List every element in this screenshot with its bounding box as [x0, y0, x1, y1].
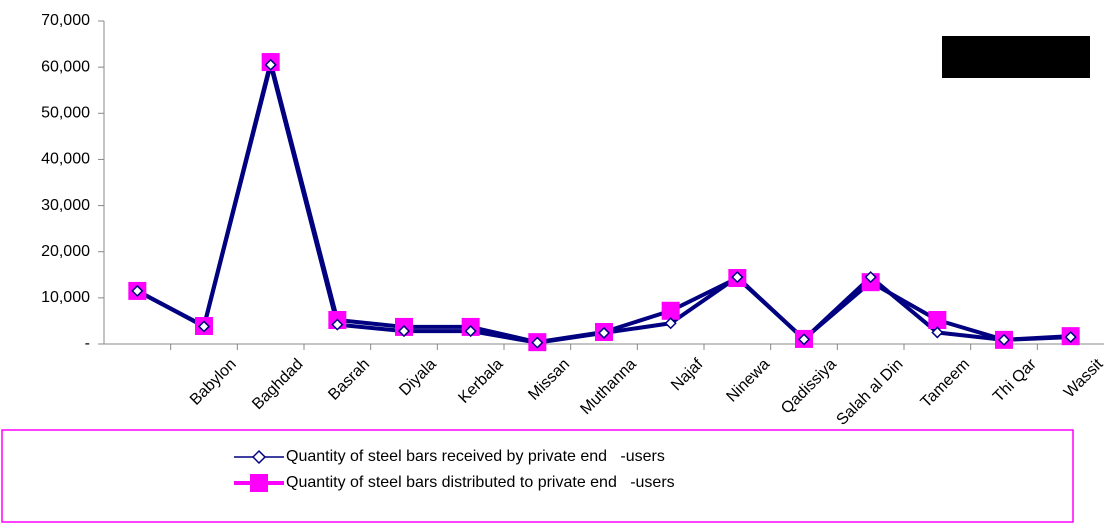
legend-marker: [250, 474, 268, 492]
y-tick-label: 30,000: [41, 197, 90, 214]
x-tick-label: Basrah: [325, 356, 373, 404]
x-tick-label: Najaf: [668, 355, 707, 394]
marker: [661, 301, 680, 320]
x-tick-label: Wassit: [1061, 355, 1104, 401]
x-tick-label: Missan: [525, 356, 573, 404]
y-tick-label: 10,000: [41, 289, 90, 306]
series-line: [136, 62, 1071, 345]
marker: [797, 333, 811, 346]
x-tick-label: Tameem: [918, 356, 973, 411]
x-tick-label: Salah al Din: [833, 356, 906, 429]
marker: [531, 336, 544, 349]
redaction-box: [942, 36, 1090, 78]
marker: [664, 317, 677, 330]
x-tick-label: Thi Qar: [990, 355, 1040, 405]
marker: [931, 326, 944, 339]
y-tick-label: -: [85, 335, 90, 352]
x-tick-label: Qadissiya: [778, 356, 840, 418]
x-tick-label: Muthanna: [577, 356, 639, 418]
y-tick-label: 50,000: [41, 105, 90, 122]
marker: [264, 58, 277, 71]
y-tick-label: 70,000: [41, 12, 90, 29]
marker: [397, 325, 411, 338]
marker: [331, 318, 344, 331]
y-tick-label: 20,000: [41, 243, 90, 260]
legend-box: [1, 429, 1074, 523]
x-tick-label: Baghdad: [249, 356, 306, 413]
legend-label: Quantity of steel bars distributed to pr…: [286, 474, 675, 491]
marker: [928, 311, 947, 330]
y-tick-label: 40,000: [41, 151, 90, 168]
legend-marker: [251, 449, 267, 465]
marker: [197, 320, 211, 333]
y-tick-label: 60,000: [41, 58, 90, 75]
marker: [997, 333, 1011, 346]
marker: [1064, 331, 1077, 344]
marker: [464, 325, 477, 338]
marker: [864, 271, 877, 284]
x-tick-label: Babylon: [187, 356, 240, 409]
marker: [131, 284, 144, 297]
x-tick-label: Kerbala: [455, 356, 506, 407]
series-line: [136, 60, 1071, 345]
x-tick-label: Ninewa: [723, 356, 773, 406]
marker: [597, 326, 611, 339]
marker: [731, 271, 744, 284]
legend-label: Quantity of steel bars received by priva…: [286, 448, 665, 465]
x-tick-label: Diyala: [396, 356, 440, 400]
